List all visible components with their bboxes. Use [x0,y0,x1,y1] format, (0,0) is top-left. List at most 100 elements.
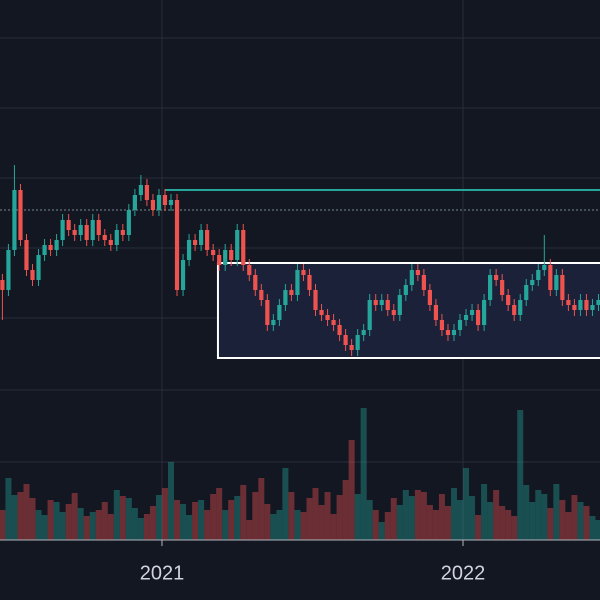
candle-body [144,185,150,200]
volume-bar [35,510,42,540]
candle-body [66,220,71,230]
candle-body [199,230,204,245]
candle-body [494,275,499,280]
candle-body [48,245,53,250]
volume-bar [481,484,488,540]
volume-bar [270,514,277,540]
volume-bar [457,500,464,540]
candle-body [331,320,336,325]
candle-body [108,240,113,245]
volume-bar [288,492,295,540]
candle-body [54,240,59,250]
candle-body [229,250,234,260]
candle-body [421,275,426,290]
volume-bar [511,516,518,540]
range-box [216,262,600,359]
volume-bar [89,512,96,540]
volume-bar [583,506,590,540]
volume-bar [384,512,391,540]
candle-body [572,305,577,310]
volume-bar [258,478,265,540]
volume-bar [155,495,162,540]
candle-body [295,270,300,295]
candle-body [24,240,29,270]
candle-body [174,200,180,290]
candle-body [536,270,541,280]
candle-body [439,320,445,330]
candle-body [223,250,228,265]
candle-body [235,230,240,260]
volume-bar [577,502,584,540]
candle-body [6,250,11,290]
candle-body [289,290,294,295]
volume-bar [408,496,415,540]
volume-bar [234,496,241,540]
volume-bar [131,508,138,540]
volume-bar [378,522,385,540]
volume-bar [541,494,548,540]
volume-bar [487,502,494,540]
candle-body [361,330,366,335]
volume-bar [312,488,319,540]
candle-body [283,290,288,305]
volume-bar [198,500,205,540]
volume-bar [222,510,229,540]
volume-bar [252,492,259,540]
candle-body [481,300,487,325]
volume-bar [77,508,84,540]
candle-body [445,330,451,335]
candle-body [30,270,35,280]
candle-body [355,335,360,350]
volume-bar [149,506,156,540]
candle-body [72,230,77,235]
candle-body [596,300,600,305]
volume-bar [216,488,223,540]
volume-bar [505,510,512,540]
volume-bar [469,496,476,540]
candle-body [42,245,47,255]
candle-body [337,325,342,335]
volume-bar [29,498,36,540]
candle-body [102,235,107,240]
candle-body [506,295,511,305]
axis-area [0,540,600,600]
candle-body [403,285,408,295]
candle-body [241,230,246,265]
volume-bar [324,492,331,540]
volume-bar [95,510,102,540]
volume-bar [402,490,409,540]
volume-bar [444,506,451,540]
volume-bar [420,492,427,540]
candle-body [349,345,354,350]
volume-bar [23,484,30,540]
candle-body [271,320,276,325]
candle-body [530,280,535,285]
candle-body [205,230,210,250]
candle-body [578,300,583,310]
volume-bar [553,484,560,540]
volume-bar [192,502,199,540]
candle-body [343,335,348,345]
candle-body [301,270,306,275]
candle-body [469,310,475,315]
volume-bar [180,504,187,540]
volume-bar [450,488,457,540]
volume-bar [300,512,307,540]
candle-body [397,295,402,315]
candle-body [518,300,523,315]
volume-bar [499,506,506,540]
volume-bar [5,478,12,540]
volume-bar [535,490,542,540]
volume-bar [414,490,421,540]
candle-body [180,260,186,290]
volume-bar [240,485,247,540]
volume-bar [17,492,24,540]
volume-bar [228,500,235,540]
volume-bar [167,462,174,540]
candle-body [265,300,270,325]
candle-body [590,305,595,310]
candle-body [415,270,420,275]
candle-body [277,305,282,320]
